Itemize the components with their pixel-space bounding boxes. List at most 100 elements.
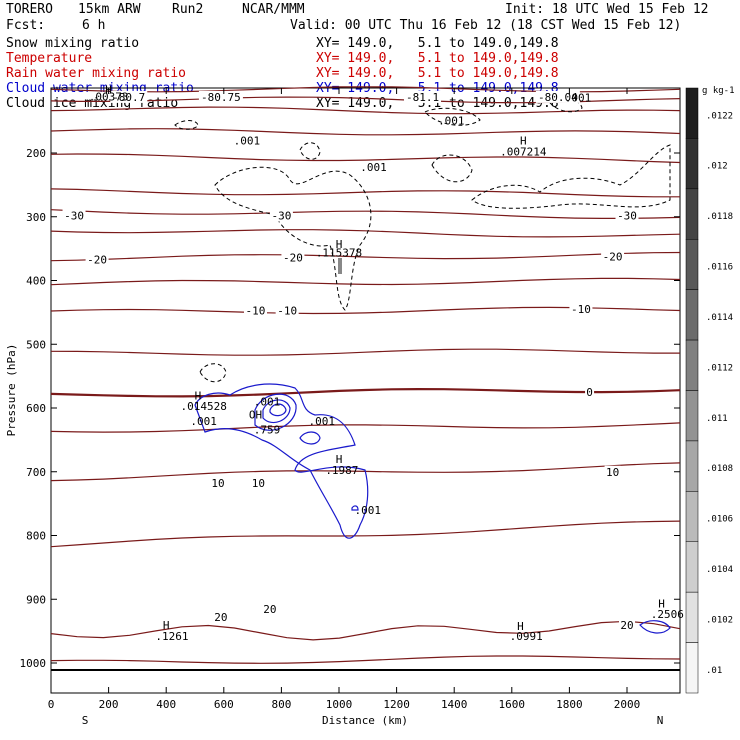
x-tick-label-8: 1600 (499, 698, 526, 711)
colorbar-unit: g kg-1 (702, 86, 735, 96)
isotherm-label-bg-8 (281, 251, 305, 264)
q-label-9: .001 (565, 92, 592, 105)
x-tick-label-10: 2000 (614, 698, 641, 711)
ice-contour-1 (299, 142, 321, 160)
header-fcst-value: 6 h (82, 18, 106, 33)
colorbar-label-6: .011 (706, 414, 728, 424)
isotherm-label-2: -81.1 (406, 91, 439, 104)
header-fcst-label: Fcst: (6, 18, 46, 33)
ice-contour-6 (174, 120, 199, 130)
isotherm-label-7: -20 (87, 253, 107, 266)
legend-rain: Rain water mixing ratio (6, 66, 187, 81)
y-tick-label-1: 300 (26, 211, 46, 224)
colorbar-label-5: .0112 (706, 363, 733, 373)
y-axis-label: Pressure (hPa) (5, 344, 18, 437)
q-label-14: OH (249, 408, 262, 421)
isotherm-label-bg-10 (243, 304, 267, 317)
isotherm-label-19: 20 (620, 619, 633, 632)
isotherm-line-8 (50, 251, 681, 262)
q-label-8: .001 (438, 114, 465, 127)
colorbar-label-3: .0116 (706, 263, 733, 273)
x-tick-label-6: 1200 (383, 698, 410, 711)
isotherm-label-18: 20 (263, 603, 276, 616)
isotherm-label-bg-12 (569, 303, 593, 316)
q-label-20: H (163, 619, 170, 632)
q-label-16: .001 (308, 415, 335, 428)
y-tick-label-7: 900 (26, 593, 46, 606)
q-label-1: .115378 (316, 246, 362, 259)
isotherm-line-5 (50, 188, 680, 198)
isotherm-line-9 (50, 277, 681, 286)
q-label-24: H (658, 598, 665, 611)
colorbar-segment-4 (685, 289, 699, 341)
q-label-22: H (517, 620, 524, 633)
isotherm-line-16 (50, 620, 681, 641)
snow-max-marker (338, 258, 342, 274)
x-tick-label-2: 400 (156, 698, 176, 711)
y-tick-label-5: 700 (26, 466, 46, 479)
isotherm-label-17: 20 (214, 611, 227, 624)
isotherm-line-13 (50, 422, 681, 433)
isotherm-label-bg-2 (404, 90, 442, 103)
isotherm-label-10: -10 (246, 304, 266, 317)
q-label-13: .001 (254, 396, 281, 409)
isotherm-label-bg-5 (269, 209, 293, 222)
q-label-2: H (520, 134, 527, 147)
q-label-6: .001 (234, 134, 261, 147)
isotherm-label-13: 0 (586, 386, 593, 399)
cloud-water-contour-2 (262, 399, 291, 423)
colorbar-segment-10 (685, 591, 699, 643)
isotherm-label-bg-9 (601, 250, 625, 263)
isotherm-label-0: -80.7 (112, 91, 145, 104)
colorbar-segment-9 (685, 541, 699, 593)
header-run: Run2 (172, 2, 204, 17)
x-tick-label-9: 1800 (556, 698, 583, 711)
x-tick-label-4: 800 (271, 698, 291, 711)
q-label-23: .0991 (510, 630, 543, 643)
cloud-water-contour-5 (351, 505, 359, 511)
colorbar-segment-11 (685, 642, 699, 694)
isotherm-label-bg-14 (210, 477, 227, 490)
colorbar-label-2: .0118 (706, 212, 733, 222)
cloud-water-contour-6 (639, 620, 671, 634)
ice-contour-7 (199, 363, 227, 383)
q-label-17: H (336, 453, 343, 466)
isotherm-label-8: -20 (283, 252, 303, 265)
isotherm-label-bg-3 (535, 90, 580, 103)
header-resolution: 15km ARW (78, 2, 141, 17)
y-tick-label-4: 600 (26, 402, 46, 415)
colorbar-segment-3 (685, 239, 699, 290)
x-end-label-left: S (82, 714, 89, 727)
colorbar-label-7: .0108 (706, 464, 733, 474)
x-tick-label-1: 200 (99, 698, 119, 711)
isotherm-label-bg-15 (250, 477, 267, 490)
isotherm-line-6 (50, 209, 681, 219)
y-tick-label-2: 400 (26, 275, 46, 288)
legend-snow: Snow mixing ratio (6, 36, 140, 51)
isotherm-label-bg-0 (110, 90, 148, 103)
x-tick-label-5: 1000 (326, 698, 353, 711)
isotherm-line-2 (50, 106, 681, 115)
isotherm-label-bg-16 (604, 465, 621, 478)
isotherm-line-12 (50, 387, 681, 398)
isotherm-line-17 (50, 655, 681, 664)
isotherm-label-5: -30 (271, 209, 291, 222)
colorbar-label-9: .0104 (706, 565, 733, 575)
x-tick-label-0: 0 (48, 698, 55, 711)
x-end-label-right: N (657, 714, 664, 727)
y-tick-label-6: 800 (26, 530, 46, 543)
isotherm-line-15 (50, 520, 681, 548)
colorbar-label-10: .0102 (706, 615, 733, 625)
colorbar-segment-1 (685, 138, 699, 190)
ice-contour-5 (547, 97, 583, 113)
q-label-21: .1261 (155, 630, 188, 643)
xy-snow: XY= 149.0, 5.1 to 149.0,149.8 (316, 36, 559, 51)
isotherm-label-12: -10 (571, 303, 591, 316)
y-tick-label-8: 1000 (20, 657, 47, 670)
header-valid: Valid: 00 UTC Thu 16 Feb 12 (18 CST Wed … (290, 18, 682, 33)
cloud-water-contour-0 (194, 383, 369, 539)
q-label-11: .014528 (180, 400, 226, 413)
ice-contour-0 (214, 166, 372, 311)
xy-temperature: XY= 149.0, 5.1 to 149.0,149.8 (316, 51, 559, 66)
isotherm-label-bg-7 (85, 253, 109, 266)
